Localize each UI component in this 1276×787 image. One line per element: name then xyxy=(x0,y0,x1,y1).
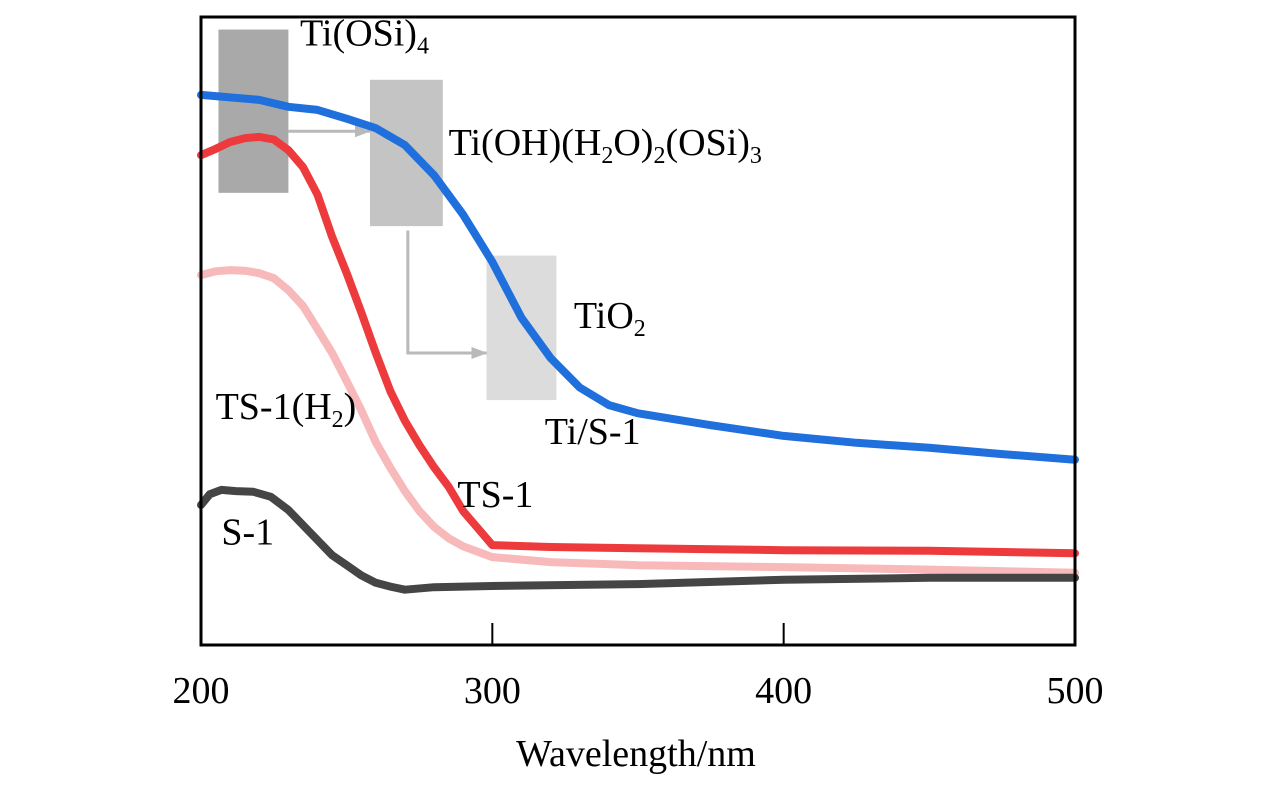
spectra-lines xyxy=(197,90,1079,594)
series-line-s-1 xyxy=(197,485,1079,594)
x-tick-label-400: 400 xyxy=(755,670,812,712)
series-line-ts-1-h2 xyxy=(197,266,1079,577)
ti-osi4-label: Ti(OSi)4 xyxy=(300,12,429,59)
series-label-ts-1: TS-1 xyxy=(457,474,533,516)
ti-oh-label: Ti(OH)(H2O)2(OSi)3 xyxy=(449,122,762,169)
x-axis-title: Wavelength/nm xyxy=(516,733,756,775)
x-tick-label-300: 300 xyxy=(464,670,521,712)
plot-frame xyxy=(199,15,1077,647)
ti-oh-h2o-osi-region-box xyxy=(369,79,443,227)
x-axis-ticks xyxy=(491,623,785,645)
annotation-boxes xyxy=(218,29,557,401)
series-line-ti-s-1 xyxy=(197,90,1079,464)
series-label-s-1: S-1 xyxy=(221,512,274,554)
series-line-ts-1 xyxy=(197,132,1079,558)
tio2-label: TiO2 xyxy=(574,295,646,342)
annotation-labels: Ti(OSi)4 Ti(OH)(H2O)2(OSi)3 TiO2 xyxy=(300,12,762,342)
x-tick-label-200: 200 xyxy=(173,670,230,712)
x-tick-label-500: 500 xyxy=(1047,670,1104,712)
arrow-to-tio2 xyxy=(406,230,488,359)
series-label-ti-s-1: Ti/S-1 xyxy=(545,411,641,453)
annotation-arrows xyxy=(288,125,488,359)
x-axis-tick-labels: 200 300 400 500 xyxy=(173,670,1104,712)
series-labels: Ti/S-1 TS-1 TS-1(H2) S-1 xyxy=(216,386,641,554)
ti-osi4-region-box xyxy=(218,29,289,193)
series-label-ts-1-h2: TS-1(H2) xyxy=(216,386,357,433)
